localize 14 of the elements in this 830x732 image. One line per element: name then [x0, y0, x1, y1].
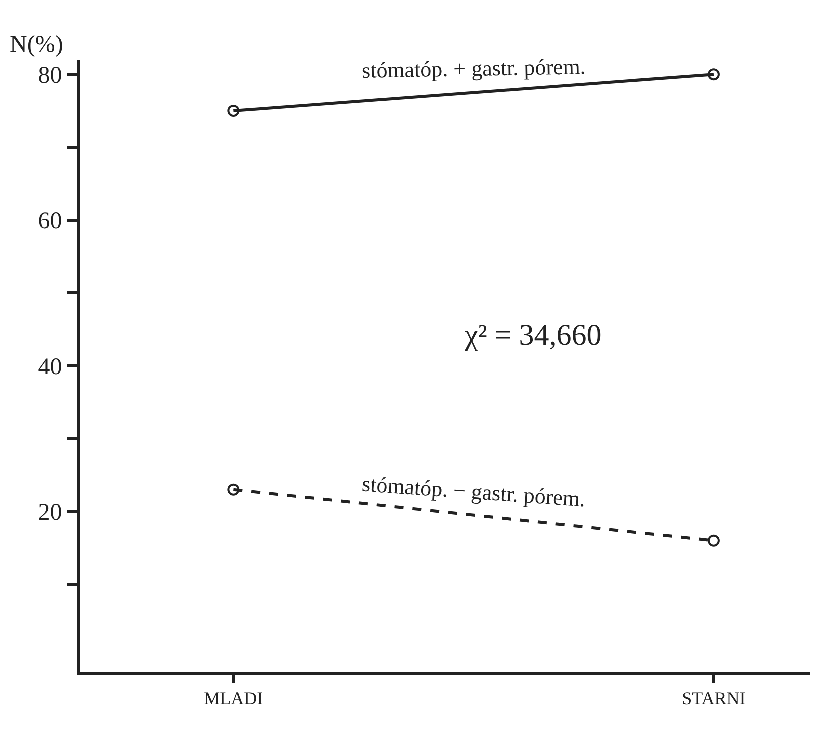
y-axis-title: N(%) [10, 32, 64, 58]
point [708, 534, 720, 547]
point [708, 68, 720, 81]
y-tick-label: 40 [38, 354, 62, 380]
x-tick-label: STARNI [682, 688, 746, 709]
point [228, 105, 240, 117]
point [228, 484, 240, 496]
y-tick-label: 60 [38, 208, 62, 235]
y-tick-label: 20 [38, 500, 62, 526]
series-label: stómatóp. − gastr. pórem. [361, 471, 586, 512]
series-label: stómatóp. + gastr. pórem. [362, 54, 586, 83]
y-tick-label: 80 [38, 62, 62, 89]
x-tick-label: MLADI [204, 688, 264, 709]
annotation: χ² = 34,660 [464, 319, 602, 352]
